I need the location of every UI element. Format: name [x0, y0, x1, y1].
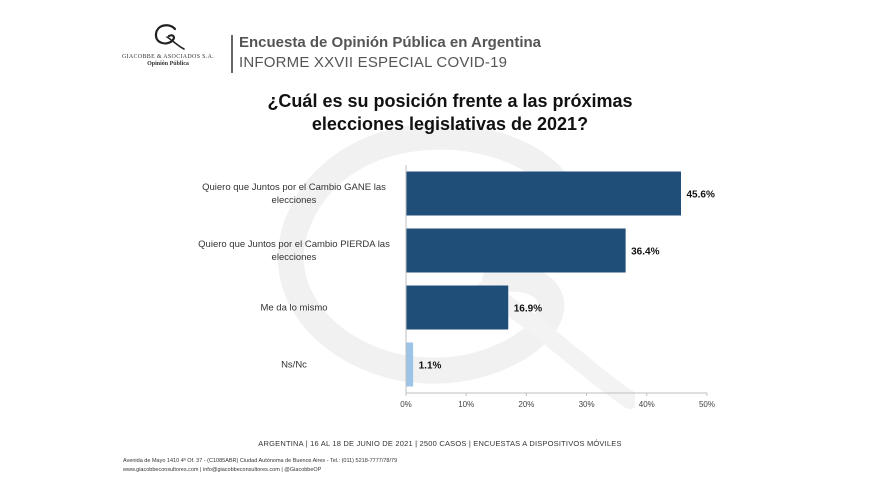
category-label-line: elecciones	[272, 195, 317, 206]
category-label-line: Quiero que Juntos por el Cambio PIERDA l…	[198, 239, 390, 250]
chart-title-line-1: ¿Cuál es su posición frente a las próxim…	[267, 91, 633, 111]
x-tick-label: 0%	[400, 400, 412, 409]
bar-value-label: 1.1%	[419, 361, 442, 372]
x-tick-label: 40%	[639, 400, 655, 409]
chart-title: ¿Cuál es su posición frente a las próxim…	[240, 90, 660, 136]
category-label: Me da lo mismo	[260, 303, 327, 314]
chart-title-line-2: elecciones legislativas de 2021?	[311, 114, 589, 134]
bar-value-label: 16.9%	[514, 304, 542, 315]
logo-name: GIACOBBE & ASOCIADOS S.A.	[121, 54, 214, 60]
category-label: Quiero que Juntos por el Cambio GANE las…	[202, 182, 386, 206]
x-tick-label: 50%	[699, 400, 715, 409]
logo-mark-icon	[154, 24, 185, 50]
company-logo: GIACOBBE & ASOCIADOS S.A. Opinión Públic…	[118, 22, 218, 67]
category-label-line: Quiero que Juntos por el Cambio GANE las	[202, 182, 386, 193]
bar	[406, 171, 682, 216]
footer-contact: www.giacobbeconsultores.com | info@giaco…	[123, 467, 322, 473]
bar	[406, 342, 414, 387]
x-tick-label: 30%	[579, 400, 595, 409]
category-label: Quiero que Juntos por el Cambio PIERDA l…	[198, 239, 390, 263]
header-divider	[231, 35, 233, 73]
report-title: Encuesta de Opinión Pública en Argentina	[239, 34, 541, 51]
survey-footer: ARGENTINA | 16 AL 18 DE JUNIO DE 2021 | …	[258, 439, 622, 448]
category-label-line: Me da lo mismo	[260, 303, 327, 314]
logo-subtitle: Opinión Pública	[147, 61, 189, 67]
x-tick-label: 20%	[518, 400, 534, 409]
bar	[406, 228, 626, 273]
report-subtitle: INFORME XXVII ESPECIAL COVID-19	[239, 54, 508, 71]
bar	[406, 285, 509, 330]
category-label: Ns/Nc	[281, 360, 307, 371]
category-label-line: elecciones	[272, 252, 317, 263]
category-label-line: Ns/Nc	[281, 360, 307, 371]
bar-value-label: 36.4%	[631, 247, 659, 258]
x-tick-label: 10%	[458, 400, 474, 409]
footer-address: Avenida de Mayo 1410 4º Of. 37 - (C1085A…	[123, 458, 398, 464]
bar-value-label: 45.6%	[687, 190, 715, 201]
